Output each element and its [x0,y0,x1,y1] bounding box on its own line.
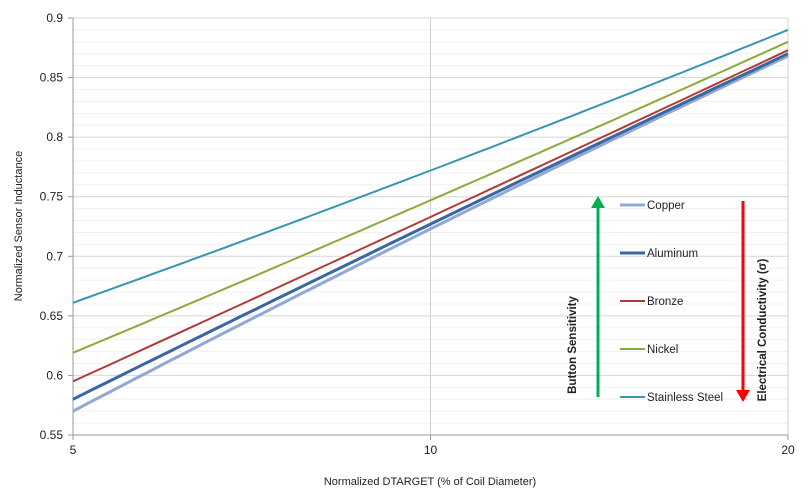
series-line-bronze [72,49,789,383]
x-axis-title: Normalized DTARGET (% of Coil Diameter) [324,476,536,488]
x-tick-label: 10 [424,443,438,457]
series-line-stainless-steel [72,28,789,304]
conductivity-annotation: Electrical Conductivity (σ) [736,201,769,402]
legend-label: Bronze [647,296,683,308]
down-arrowhead-icon [736,390,750,402]
y-axis-title: Normalized Sensor Inductance [13,151,25,301]
legend-label: Copper [647,200,685,212]
legend: Copper Aluminum Bronze Nickel Stainless Stee… [620,200,723,404]
series-line-nickel [72,40,789,354]
y-tick-label: 0.9 [46,11,63,25]
y-tick-label: 0.85 [40,71,64,85]
y-tick-label: 0.7 [46,249,63,263]
x-tick-label: 20 [781,443,795,457]
series-line-copper [72,54,789,413]
y-tick-label: 0.65 [40,309,64,323]
legend-label: Nickel [647,344,678,356]
axes: 0.55 0.6 0.65 0.7 0.75 0.8 0.85 0.9 5 10 20 [40,11,795,457]
legend-label: Stainless Steel [647,392,723,404]
button-sensitivity-annotation: Button Sensitivity [567,196,605,397]
y-tick-label: 0.55 [40,428,64,442]
grid [72,17,789,436]
y-tick-label: 0.6 [46,368,63,382]
series-lines [72,28,789,413]
y-tick-label: 0.75 [40,190,64,204]
x-tick-label: 5 [70,443,77,457]
button-sensitivity-label: Button Sensitivity [567,296,579,394]
series-line-aluminum [72,52,789,401]
electrical-conductivity-label: Electrical Conductivity (σ) [757,258,769,401]
up-arrowhead-icon [591,196,605,208]
legend-label: Aluminum [647,248,698,260]
y-tick-label: 0.8 [46,130,63,144]
